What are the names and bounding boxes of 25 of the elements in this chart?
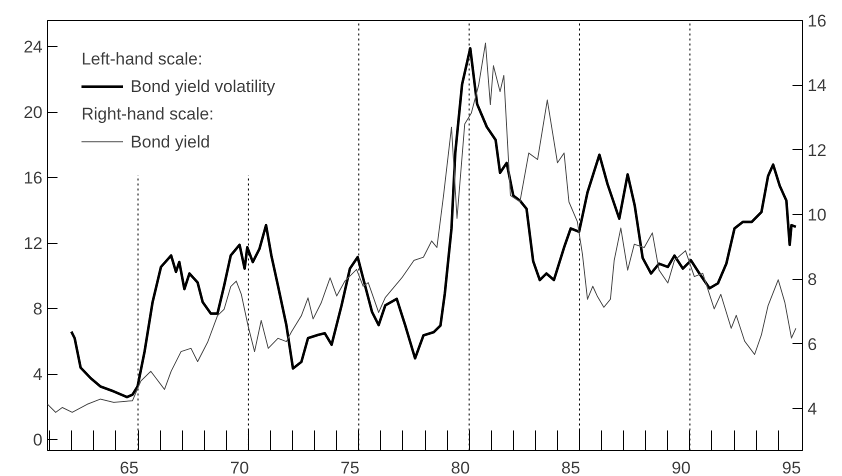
y2-tick-label: 8	[808, 270, 817, 290]
legend-label: Bond yield volatility	[130, 77, 276, 96]
y-tick-label: 16	[24, 168, 43, 188]
x-tick-label: 70	[230, 458, 250, 476]
y-tick-label: 4	[33, 365, 43, 384]
x-tick-label: 65	[120, 458, 139, 476]
annotation: Right-hand scale:	[81, 104, 214, 124]
x-tick-label: 90	[672, 458, 691, 476]
y-tick-label: 0	[33, 430, 43, 450]
legend-label: Bond yield	[130, 132, 210, 152]
y2-tick-label: 14	[808, 76, 826, 96]
y2-tick-label: 10	[808, 205, 826, 224]
y-tick-label: 20	[24, 103, 43, 122]
x-tick-label: 95	[782, 458, 801, 476]
y2-tick-label: 16	[808, 12, 826, 30]
y2-tick-label: 6	[808, 334, 817, 354]
x-tick-label: 80	[450, 458, 470, 476]
y2-tick-label: 12	[808, 140, 826, 160]
y-tick-label: 12	[24, 234, 43, 254]
y-tick-label: 8	[33, 300, 43, 319]
x-tick-label: 85	[561, 458, 580, 476]
x-tick-label: 75	[340, 458, 360, 476]
y2-tick-label: 4	[808, 399, 817, 418]
annotation: Left-hand scale:	[81, 50, 202, 69]
y-tick-label: 24	[24, 38, 43, 57]
